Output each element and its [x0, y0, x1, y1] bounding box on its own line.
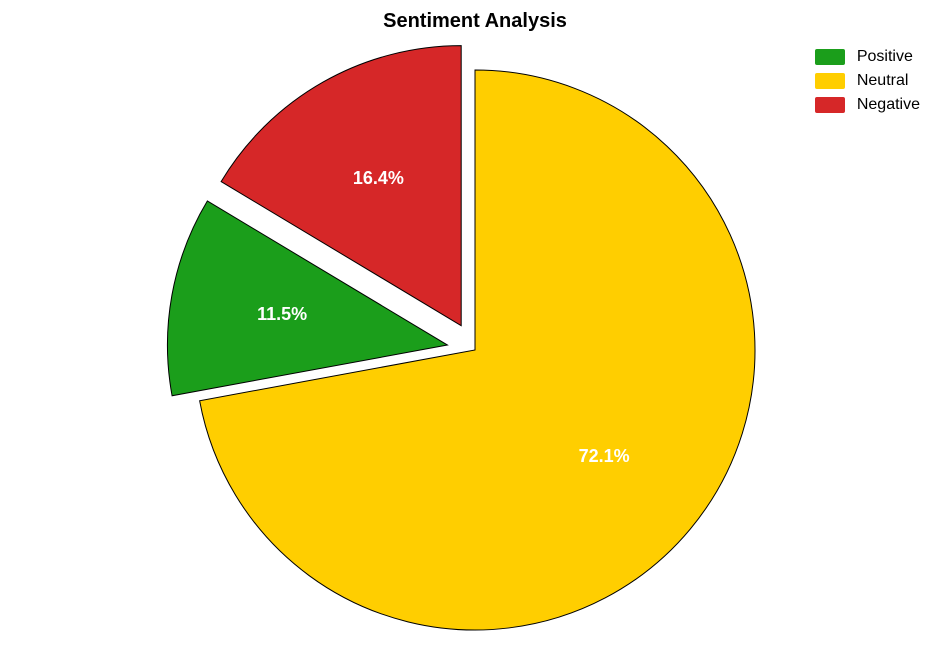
legend-label: Positive — [857, 48, 913, 66]
legend-swatch — [815, 49, 845, 65]
pie-chart: 72.1% 11.5% 16.4% — [165, 40, 785, 660]
legend-label: Negative — [857, 96, 920, 114]
legend-item-negative: Negative — [815, 96, 920, 114]
legend-item-neutral: Neutral — [815, 72, 920, 90]
legend-item-positive: Positive — [815, 48, 920, 66]
legend-swatch — [815, 97, 845, 113]
chart-title: Sentiment Analysis — [383, 10, 567, 33]
legend: Positive Neutral Negative — [815, 48, 920, 120]
pie-label-negative: 16.4% — [353, 168, 404, 188]
legend-swatch — [815, 73, 845, 89]
pie-label-positive: 11.5% — [257, 304, 307, 324]
pie-label-neutral: 72.1% — [579, 446, 630, 466]
legend-label: Neutral — [857, 72, 909, 90]
